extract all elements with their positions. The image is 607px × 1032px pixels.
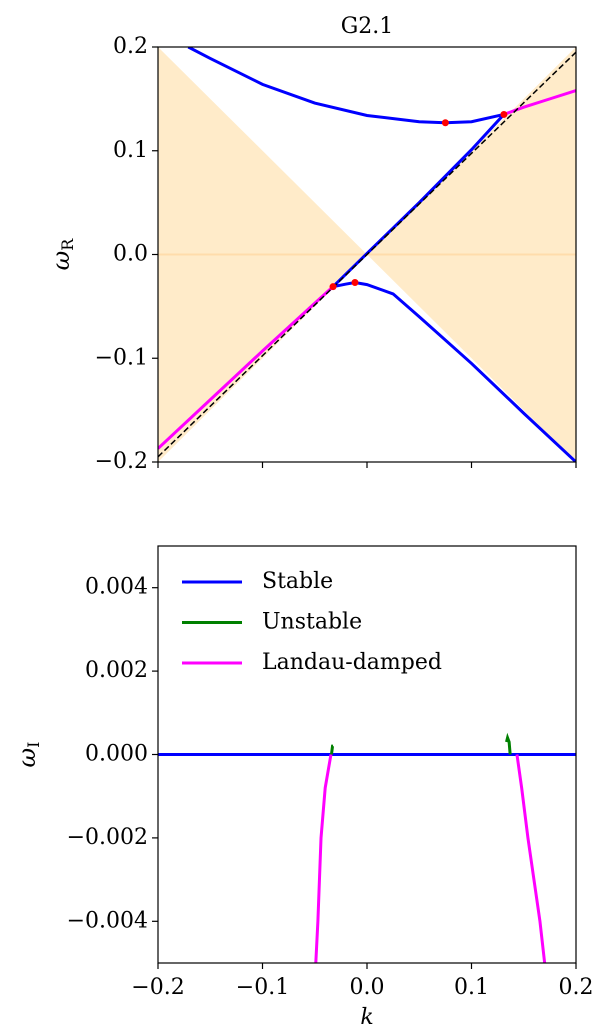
legend-label: Landau-damped (262, 650, 442, 675)
y-tick-label: −0.1 (95, 345, 148, 370)
line (329, 732, 512, 755)
dashed-line (158, 51, 576, 458)
point (329, 283, 337, 291)
y-axis-label: ωR (47, 238, 77, 271)
y-tick-label: −0.004 (67, 908, 148, 933)
y-tick-label: −0.2 (95, 449, 148, 474)
y-axis-symbol: ω (13, 748, 41, 768)
point (351, 279, 359, 287)
x-tick-label: 0.2 (559, 975, 594, 1000)
line (158, 89, 576, 450)
x-tick-label: 0.0 (350, 975, 385, 1000)
y-tick-label: 0.000 (85, 742, 148, 767)
chart-title: G2.1 (341, 14, 394, 39)
x-tick-label: −0.2 (131, 975, 184, 1000)
y-tick-label: 0.0 (113, 242, 148, 267)
plot-area (158, 732, 576, 963)
y-axis-subscript: I (24, 742, 43, 748)
y-tick-label: 0.002 (85, 658, 148, 683)
y-tick-label: −0.002 (67, 825, 148, 850)
y-axis-label: ωI (13, 742, 43, 768)
y-axis-symbol: ω (47, 251, 75, 271)
legend-label: Stable (262, 569, 333, 594)
x-tick-label: 0.1 (454, 975, 489, 1000)
x-tick-label: −0.1 (236, 975, 289, 1000)
y-tick-label: 0.004 (85, 575, 148, 600)
legend-label: Unstable (262, 610, 362, 635)
plot-area (158, 47, 576, 462)
point (441, 119, 449, 127)
y-axis-subscript: R (58, 238, 77, 251)
x-axis-label: k (360, 1005, 373, 1030)
point (500, 110, 508, 118)
y-tick-label: 0.2 (113, 34, 148, 59)
line (314, 754, 547, 963)
y-tick-label: 0.1 (113, 138, 148, 163)
